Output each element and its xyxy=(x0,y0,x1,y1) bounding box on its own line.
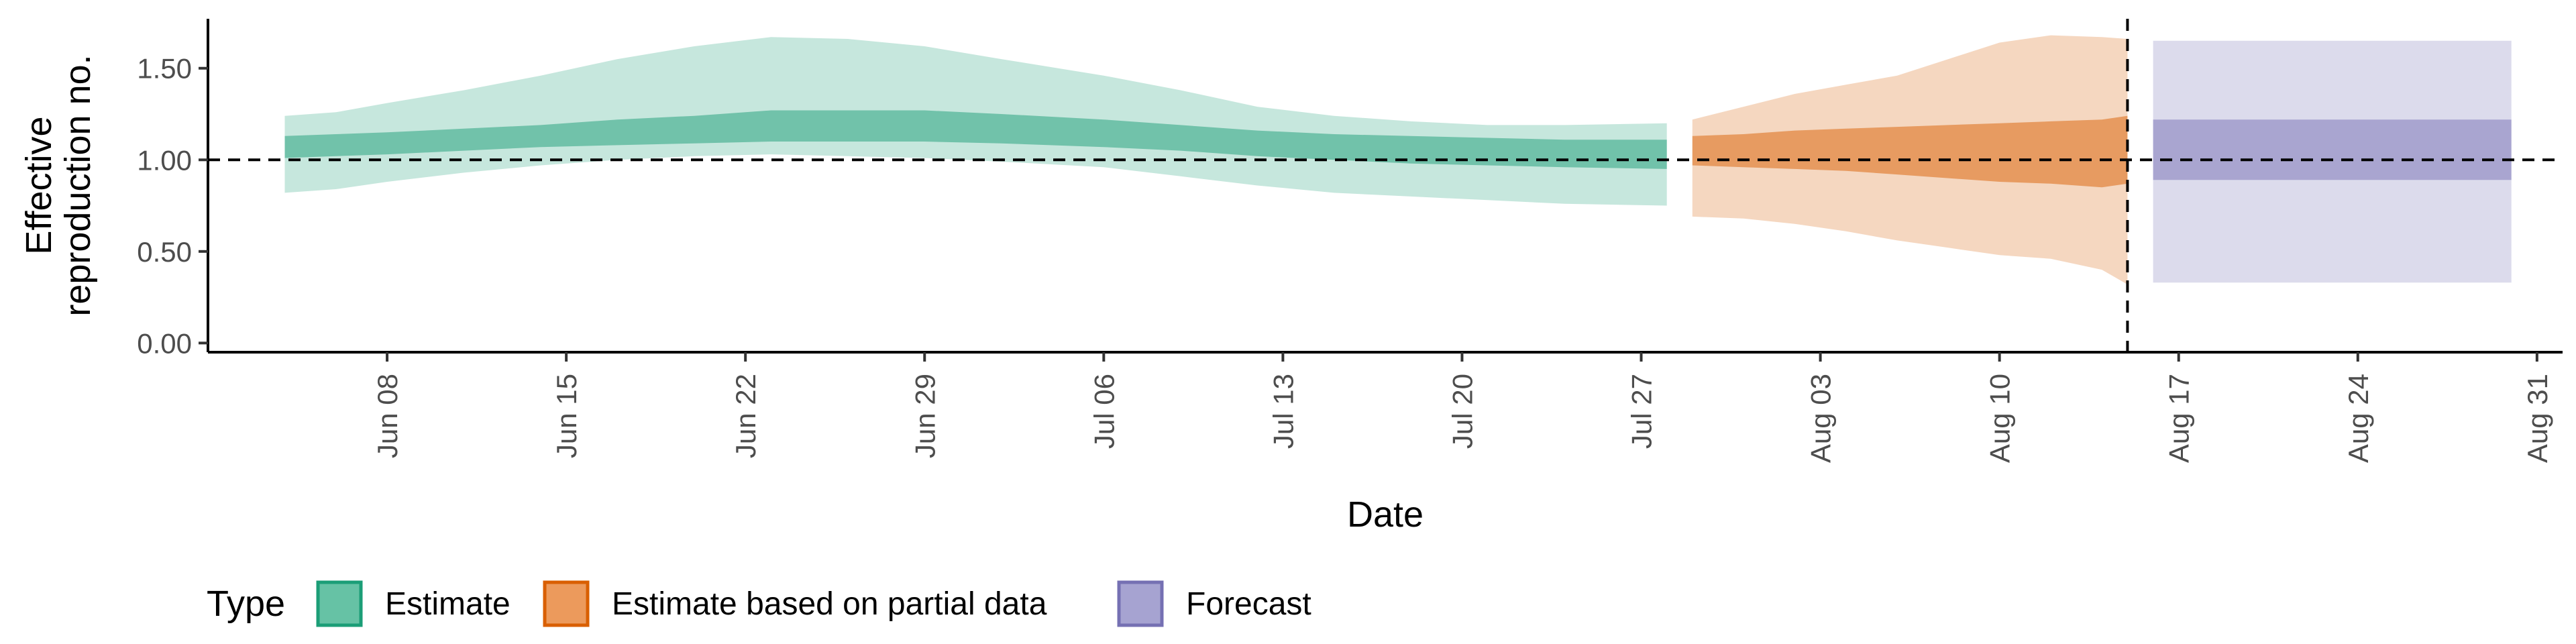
x-tick-label: Jul 06 xyxy=(1088,374,1120,449)
legend-swatch xyxy=(543,580,590,627)
axes-layer: 0.00 0.50 1.00 1.50 Jun 08 Jun 15 Jun 22 Jun 29… xyxy=(137,19,2563,463)
forecast-inner-band xyxy=(2153,119,2512,180)
x-tick-label: Aug 31 xyxy=(2522,374,2553,463)
x-tick-label: Jul 27 xyxy=(1626,374,1658,449)
legend-label: Estimate based on partial data xyxy=(612,586,1047,622)
legend-swatch xyxy=(1117,580,1164,627)
legend-label: Estimate xyxy=(385,586,511,622)
x-tick-label: Jun 22 xyxy=(730,374,761,458)
legend-label: Forecast xyxy=(1186,586,1311,622)
y-axis-title-line: Effective xyxy=(19,116,59,254)
x-tick-label: Aug 17 xyxy=(2163,374,2195,463)
x-tick-label: Jun 15 xyxy=(551,374,582,458)
x-tick-label: Jun 08 xyxy=(372,374,403,458)
x-tick-label: Aug 10 xyxy=(1984,374,2016,463)
x-tick-label: Aug 03 xyxy=(1805,374,1837,463)
estimate-inner-band xyxy=(284,110,1667,169)
legend-title: Type xyxy=(207,584,285,624)
y-axis-title-line: reproduction no. xyxy=(58,54,98,316)
legend-swatch xyxy=(316,580,363,627)
y-tick-label: 1.00 xyxy=(137,144,192,176)
x-tick-label: Jul 13 xyxy=(1267,374,1299,449)
y-tick-label: 1.50 xyxy=(137,53,192,85)
y-tick-label: 0.00 xyxy=(137,327,192,359)
x-tick-label: Jul 20 xyxy=(1446,374,1478,449)
y-tick-label: 0.50 xyxy=(137,236,192,268)
x-tick-label: Jun 29 xyxy=(909,374,941,458)
estimate-based-on-partial-data-inner-band xyxy=(1692,115,2128,188)
x-axis-title: Date xyxy=(1347,494,1424,535)
reference-lines xyxy=(208,19,2563,352)
x-tick-label: Aug 24 xyxy=(2343,374,2374,463)
legend: Type Estimate Estimate based on partial da… xyxy=(207,580,1311,627)
